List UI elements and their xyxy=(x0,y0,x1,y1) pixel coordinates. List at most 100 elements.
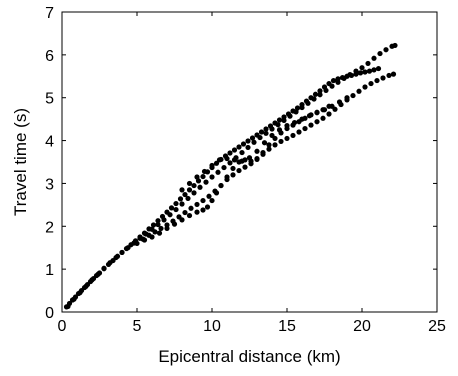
x-tick-label: 10 xyxy=(203,318,221,335)
data-point xyxy=(182,191,188,198)
data-point xyxy=(245,144,251,151)
data-point xyxy=(314,110,320,116)
data-point xyxy=(230,165,236,172)
data-point xyxy=(164,225,170,232)
data-point xyxy=(335,79,341,85)
data-point xyxy=(329,103,335,109)
data-point xyxy=(305,100,311,106)
data-point xyxy=(182,209,188,216)
data-point xyxy=(213,190,220,196)
data-point xyxy=(306,113,313,119)
data-point xyxy=(290,132,296,139)
data-point xyxy=(251,139,257,145)
x-tick-label: 0 xyxy=(58,318,67,335)
data-point xyxy=(314,119,320,125)
data-point xyxy=(168,205,175,211)
data-point xyxy=(227,160,233,166)
data-point xyxy=(377,50,383,57)
data-point xyxy=(269,126,275,132)
data-point xyxy=(89,277,95,283)
data-point xyxy=(221,164,227,171)
data-point xyxy=(284,135,290,142)
data-point xyxy=(188,205,194,211)
data-point xyxy=(281,117,287,124)
data-point xyxy=(326,111,332,117)
data-point xyxy=(239,158,245,164)
data-point xyxy=(311,96,317,102)
data-point xyxy=(179,187,185,193)
data-point xyxy=(186,187,193,193)
data-point xyxy=(336,99,343,105)
data-point xyxy=(375,65,382,72)
data-point xyxy=(231,147,238,153)
data-point xyxy=(171,221,178,227)
y-tick-label: 0 xyxy=(45,305,54,322)
data-point xyxy=(272,142,278,148)
data-point xyxy=(299,116,305,122)
data-point xyxy=(254,148,260,154)
x-tick-label: 20 xyxy=(353,318,371,335)
y-tick-label: 4 xyxy=(45,134,54,151)
data-point xyxy=(266,142,272,148)
data-point xyxy=(224,155,230,162)
data-point xyxy=(185,195,191,202)
data-point xyxy=(365,60,371,67)
data-point xyxy=(323,87,329,94)
data-point xyxy=(179,217,185,223)
data-point xyxy=(186,212,193,219)
data-point xyxy=(179,201,185,207)
data-point xyxy=(155,221,161,228)
data-point xyxy=(216,157,223,163)
data-point xyxy=(167,212,173,218)
data-point xyxy=(150,222,157,228)
data-point xyxy=(362,69,368,75)
data-point xyxy=(380,75,386,81)
data-point xyxy=(330,77,337,84)
data-point xyxy=(125,245,131,251)
data-point xyxy=(362,84,368,90)
data-point xyxy=(161,217,167,223)
data-point xyxy=(254,155,260,162)
data-point xyxy=(269,132,275,139)
data-point xyxy=(293,109,299,115)
data-point xyxy=(203,179,209,185)
data-point xyxy=(341,75,347,82)
data-point xyxy=(344,95,350,101)
data-point xyxy=(357,70,364,76)
data-point xyxy=(257,134,263,141)
data-point xyxy=(200,207,206,213)
x-tick-label: 5 xyxy=(133,318,142,335)
data-point xyxy=(107,260,113,266)
data-point xyxy=(353,68,359,74)
data-point xyxy=(173,200,179,207)
data-point xyxy=(266,146,272,152)
data-point xyxy=(113,254,119,261)
data-points xyxy=(63,42,398,310)
data-point xyxy=(209,162,215,169)
data-point xyxy=(236,144,242,150)
data-point xyxy=(191,190,197,196)
data-point xyxy=(359,65,365,71)
data-point xyxy=(299,104,305,111)
data-point xyxy=(194,209,200,215)
data-point xyxy=(356,88,362,94)
data-point xyxy=(284,122,290,129)
data-point xyxy=(101,265,107,271)
data-point xyxy=(201,168,208,175)
data-point xyxy=(296,129,302,135)
data-point xyxy=(246,155,253,161)
data-point xyxy=(249,135,256,141)
data-point xyxy=(240,141,247,147)
data-point xyxy=(350,92,356,99)
x-tick-label: 25 xyxy=(428,318,446,335)
data-point xyxy=(186,180,193,187)
data-point xyxy=(230,172,236,178)
data-point xyxy=(149,234,155,240)
data-point xyxy=(200,197,206,204)
data-point xyxy=(261,140,268,146)
data-point xyxy=(312,91,319,97)
data-point xyxy=(215,169,221,175)
data-point xyxy=(239,149,245,156)
data-point xyxy=(156,230,163,236)
